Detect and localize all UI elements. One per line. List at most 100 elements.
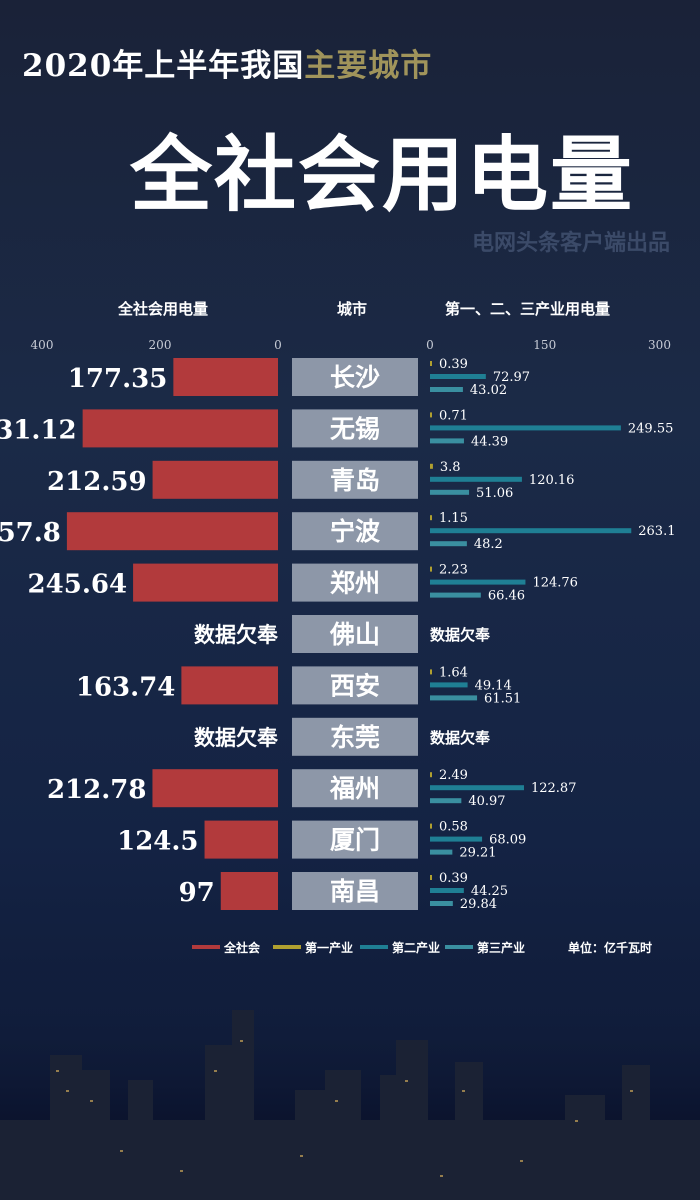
city-box xyxy=(292,358,418,396)
total-value-label: 212.59 xyxy=(47,467,147,497)
primary-value-label: 3.8 xyxy=(440,460,461,475)
tertiary-bar xyxy=(430,695,478,701)
left-axis-tick: 200 xyxy=(149,338,172,352)
tertiary-value-label: 29.21 xyxy=(459,846,496,861)
primary-bar xyxy=(430,823,432,829)
missing-industry-label: 数据欠奉 xyxy=(430,729,491,747)
secondary-bar xyxy=(430,785,524,791)
primary-bar xyxy=(430,566,432,572)
city-box xyxy=(292,769,418,808)
legend-swatch xyxy=(192,945,220,949)
primary-value-label: 0.58 xyxy=(439,820,468,835)
city-box xyxy=(292,820,418,859)
header-industry: 第一、二、三产业用电量 xyxy=(445,300,611,318)
city-box xyxy=(292,717,418,756)
missing-total-label: 数据欠奉 xyxy=(194,622,279,647)
secondary-bar xyxy=(430,476,522,482)
secondary-bar xyxy=(430,836,483,842)
secondary-value-label: 44.25 xyxy=(471,884,508,899)
total-value-label: 331.12 xyxy=(0,415,77,445)
tertiary-value-label: 43.02 xyxy=(470,383,507,398)
secondary-value-label: 49.14 xyxy=(475,678,512,693)
secondary-value-label: 72.97 xyxy=(493,370,530,385)
city-label: 南昌 xyxy=(330,877,380,906)
legend-swatch xyxy=(273,945,301,949)
primary-bar xyxy=(430,875,432,880)
legend-label: 第一产业 xyxy=(305,940,353,955)
tertiary-bar xyxy=(430,438,464,444)
total-bar xyxy=(133,563,278,602)
total-value-label: 245.64 xyxy=(28,570,128,600)
secondary-bar xyxy=(430,425,621,431)
city-label: 西安 xyxy=(330,671,380,700)
total-value-label: 163.74 xyxy=(76,672,176,702)
city-label: 东莞 xyxy=(330,723,380,752)
city-label: 青岛 xyxy=(330,466,380,495)
right-axis-tick: 150 xyxy=(533,338,556,352)
page-title: 全社会用电量 xyxy=(130,127,635,223)
total-value-label: 177.35 xyxy=(68,364,168,394)
city-box xyxy=(292,512,418,551)
legend-label: 第二产业 xyxy=(392,940,440,955)
source-credit: 电网头条客户端出品 xyxy=(471,230,670,256)
city-box xyxy=(292,872,418,910)
city-label: 福州 xyxy=(329,774,380,803)
secondary-value-label: 263.1 xyxy=(638,524,675,539)
tertiary-value-label: 40.97 xyxy=(468,794,505,809)
tertiary-value-label: 51.06 xyxy=(476,486,513,501)
primary-bar xyxy=(430,772,432,778)
primary-value-label: 0.71 xyxy=(439,408,468,423)
secondary-value-label: 68.09 xyxy=(489,833,526,848)
secondary-value-label: 122.87 xyxy=(531,781,577,796)
total-bar xyxy=(66,512,278,551)
title-line1: 2020年上半年我国主要城市 xyxy=(22,40,432,85)
total-bar xyxy=(204,820,278,859)
tertiary-bar xyxy=(430,798,462,804)
primary-bar xyxy=(430,361,432,366)
tertiary-bar xyxy=(430,901,453,906)
city-label: 郑州 xyxy=(330,569,380,598)
total-bar xyxy=(181,666,278,705)
secondary-value-label: 120.16 xyxy=(529,473,575,488)
city-label: 宁波 xyxy=(330,517,381,546)
title-prefix: 2020年上半年我国 xyxy=(22,48,305,84)
tertiary-value-label: 44.39 xyxy=(471,434,508,449)
tertiary-value-label: 48.2 xyxy=(474,537,503,552)
city-box xyxy=(292,615,418,653)
missing-total-label: 数据欠奉 xyxy=(194,725,279,750)
unit-label: 单位：亿千瓦时 xyxy=(568,940,652,955)
total-bar xyxy=(152,769,278,808)
total-bar xyxy=(220,872,278,910)
total-bar xyxy=(173,358,278,396)
city-label: 厦门 xyxy=(330,826,380,855)
total-value-label: 357.8 xyxy=(0,518,61,548)
total-value-label: 124.5 xyxy=(117,827,198,857)
city-box xyxy=(292,460,418,499)
tertiary-bar xyxy=(430,592,481,598)
header-city: 城市 xyxy=(337,300,368,318)
tertiary-value-label: 61.51 xyxy=(484,691,521,706)
primary-value-label: 2.23 xyxy=(439,563,468,578)
total-bar xyxy=(82,409,279,448)
primary-bar xyxy=(430,515,432,521)
tertiary-bar xyxy=(430,489,470,495)
total-value-label: 212.78 xyxy=(47,775,147,805)
city-label: 佛山 xyxy=(329,620,380,649)
primary-value-label: 1.64 xyxy=(439,665,468,680)
secondary-bar xyxy=(430,374,486,379)
primary-bar xyxy=(430,412,432,418)
right-axis-tick: 300 xyxy=(648,338,671,352)
left-axis-tick: 0 xyxy=(274,338,282,352)
primary-bar xyxy=(430,463,433,469)
tertiary-bar xyxy=(430,849,453,855)
primary-value-label: 2.49 xyxy=(439,768,468,783)
tertiary-bar xyxy=(430,387,463,392)
legend-label: 第三产业 xyxy=(477,940,525,955)
primary-value-label: 1.15 xyxy=(439,511,468,526)
secondary-bar xyxy=(430,888,464,893)
secondary-value-label: 124.76 xyxy=(532,576,578,591)
secondary-bar xyxy=(430,682,468,688)
tertiary-value-label: 66.46 xyxy=(488,589,525,604)
city-box xyxy=(292,409,418,448)
primary-value-label: 0.39 xyxy=(439,871,468,886)
